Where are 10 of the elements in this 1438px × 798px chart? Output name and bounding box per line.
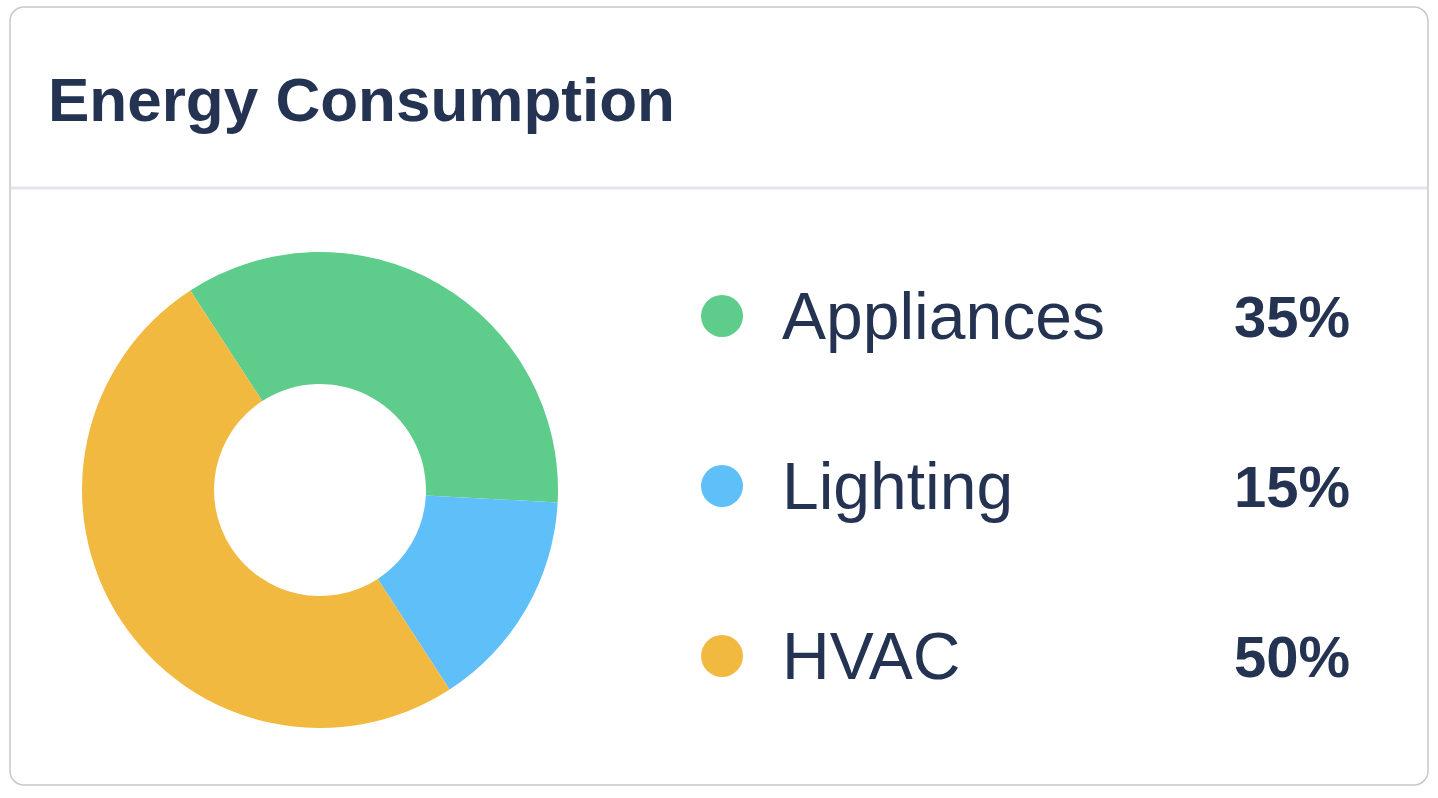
donut-slice xyxy=(190,252,558,503)
chart-title: Energy Consumption xyxy=(48,65,675,134)
donut-slice xyxy=(82,290,450,728)
data-label: 50% xyxy=(1233,624,1350,689)
legend-label: Appliances xyxy=(782,279,1105,353)
donut-slice xyxy=(377,495,558,690)
legend-label: Lighting xyxy=(782,449,1014,523)
data-label: 15% xyxy=(1233,454,1350,519)
legend-label: HVAC xyxy=(782,619,961,693)
data-label: 35% xyxy=(1233,284,1350,349)
